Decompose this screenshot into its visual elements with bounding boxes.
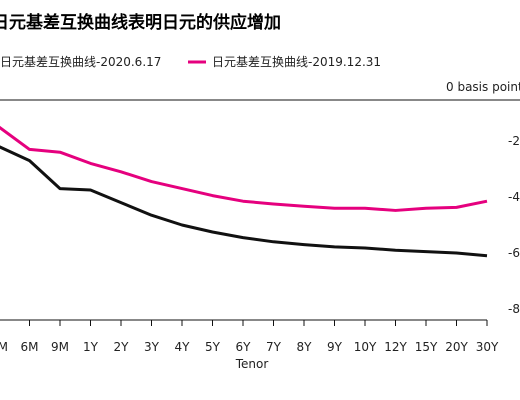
x-tick-label: 6Y [236, 340, 252, 354]
x-tick-label: 8Y [297, 340, 313, 354]
x-tick-label: 9Y [327, 340, 343, 354]
y-tick-label: 0 basis points [446, 80, 520, 94]
series-group [0, 125, 488, 258]
x-axis: 3M 6M 9M 1Y 2Y 3Y 4Y 5Y 6Y 7Y 8Y 9Y 10Y 12Y 15Y 20Y 30Y [0, 320, 499, 354]
series-line-2019 [0, 125, 488, 212]
legend: 日元基差互换曲线-2020.6.17 日元基差互换曲线-2019.12.31 [0, 55, 381, 69]
x-tick-label: 30Y [476, 340, 499, 354]
x-axis-title: Tenor [235, 357, 269, 371]
y-tick-label: -40 [508, 190, 520, 204]
x-tick-label: 7Y [266, 340, 282, 354]
y-tick-label: -60 [508, 246, 520, 260]
x-tick-label: 6M [21, 340, 39, 354]
y-axis: 0 basis points -20 -40 -60 -80 [446, 80, 520, 316]
chart-title: 日元基差互换曲线表明日元的供应增加 [0, 12, 281, 33]
series-line-2020 [0, 145, 488, 258]
x-tick-label: 3Y [144, 340, 160, 354]
y-tick-label: -20 [508, 134, 520, 148]
x-tick-label: 10Y [354, 340, 377, 354]
x-tick-label: 12Y [384, 340, 407, 354]
x-tick-label: 9M [51, 340, 69, 354]
legend-label-2019: 日元基差互换曲线-2019.12.31 [212, 55, 381, 69]
x-tick-label: 3M [0, 340, 8, 354]
x-tick-label: 15Y [415, 340, 438, 354]
x-tick-label: 4Y [175, 340, 191, 354]
x-tick-label: 5Y [205, 340, 221, 354]
x-tick-label: 20Y [445, 340, 468, 354]
y-tick-label: -80 [508, 302, 520, 316]
x-tick-label: 1Y [83, 340, 99, 354]
x-tick-label: 2Y [114, 340, 130, 354]
legend-label-2020: 日元基差互换曲线-2020.6.17 [0, 55, 161, 69]
